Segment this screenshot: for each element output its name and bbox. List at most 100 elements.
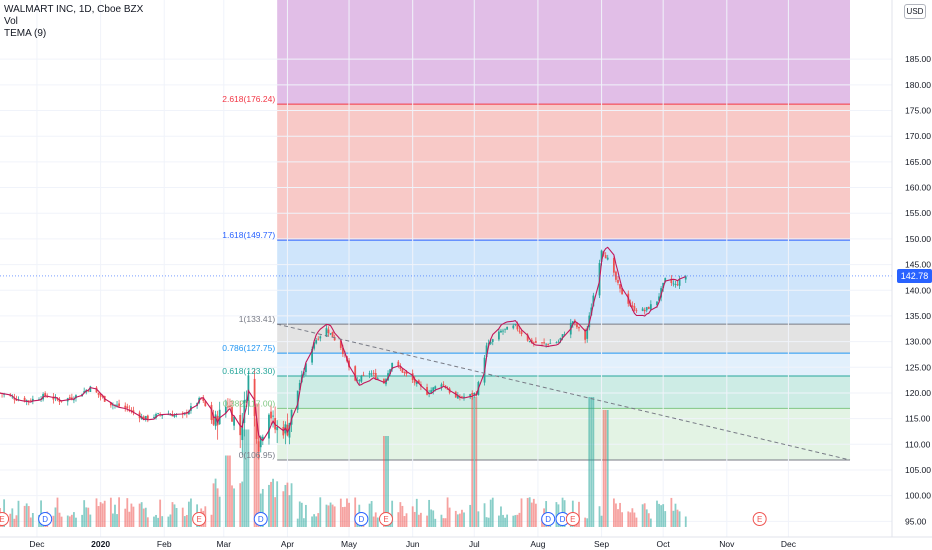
volume-bar — [471, 397, 474, 527]
candle-body — [561, 334, 564, 338]
candle-body — [218, 409, 221, 425]
earnings-marker[interactable]: E — [192, 512, 207, 526]
time-tick-label: Nov — [719, 539, 735, 549]
volume-bar — [463, 512, 465, 527]
volume-bar — [218, 496, 221, 527]
volume-bar — [116, 514, 118, 527]
volume-bar — [633, 512, 636, 527]
volume-bar — [305, 504, 307, 527]
dividend-marker[interactable]: D — [253, 512, 268, 526]
volume-bar — [459, 513, 461, 527]
candle-body — [471, 392, 474, 396]
volume-bar — [257, 403, 260, 527]
candle-body — [678, 279, 681, 286]
volume-label[interactable]: Vol — [4, 16, 18, 27]
candle-body — [528, 341, 531, 342]
candle-body — [584, 329, 587, 340]
volume-bar — [346, 498, 348, 527]
volume-bar — [617, 509, 619, 527]
price-tick-label: 110.00 — [905, 439, 931, 449]
event-marker-circle — [253, 512, 268, 526]
candle-body — [559, 338, 562, 341]
volume-bars — [0, 397, 687, 527]
currency-button[interactable]: USD — [904, 4, 926, 19]
volume-bar — [419, 512, 422, 527]
earnings-marker[interactable]: E — [378, 512, 393, 526]
dividend-marker[interactable]: D — [38, 512, 53, 526]
price-tick-label: 100.00 — [905, 491, 931, 501]
volume-bar — [354, 497, 357, 527]
candle-body — [498, 331, 500, 340]
volume-bar — [159, 499, 162, 527]
volume-bar — [253, 403, 256, 527]
candle-body — [672, 283, 675, 285]
candle-body — [526, 334, 529, 341]
fib-zone — [277, 353, 850, 377]
tema-label[interactable]: TEMA (9) — [4, 28, 47, 39]
chart-grid — [0, 0, 892, 548]
volume-bar — [469, 504, 472, 527]
volume-bar — [489, 499, 492, 527]
chart-legend: WALMART INC, 1D, Cboe BZX Vol TEMA (9) — [4, 4, 143, 40]
trend-line[interactable] — [277, 323, 851, 461]
event-marker-letter: D — [42, 515, 48, 524]
price-tick-label: 180.00 — [905, 80, 931, 90]
candle-body — [161, 414, 164, 416]
volume-bar — [212, 483, 215, 527]
candle-body — [612, 258, 615, 273]
volume-bar — [647, 513, 650, 527]
dividend-marker[interactable]: D — [541, 512, 556, 526]
fibonacci-retracement[interactable] — [277, 0, 850, 461]
dividend-marker[interactable]: D — [354, 512, 369, 526]
volume-bar — [329, 502, 332, 527]
volume-bar — [664, 511, 667, 527]
volume-bar — [290, 483, 293, 527]
symbol-title[interactable]: WALMART INC, 1D, Cboe BZX — [4, 4, 144, 15]
volume-bar — [130, 503, 133, 527]
time-axis[interactable]: Dec 2020 Feb Mar Apr May Jun Jul Aug Sep Oct Nov Dec — [0, 536, 932, 550]
candle-body — [255, 418, 258, 439]
candle-body — [247, 375, 250, 401]
volume-bar — [132, 506, 135, 527]
earnings-marker[interactable]: E — [0, 512, 10, 526]
candle-body — [146, 415, 149, 420]
candle-body — [341, 347, 344, 355]
volume-bar — [87, 507, 90, 527]
volume-bar — [124, 508, 127, 527]
event-marker-letter: D — [358, 515, 364, 524]
volume-bar — [372, 516, 375, 527]
candle-body — [376, 378, 379, 380]
candle-body — [27, 400, 30, 402]
earnings-marker[interactable]: E — [565, 512, 580, 526]
earnings-marker[interactable]: E — [752, 512, 767, 526]
candle-body — [473, 392, 476, 395]
volume-bar — [512, 515, 515, 527]
volume-bar — [475, 397, 478, 527]
volume-bar — [146, 517, 149, 527]
candle-body — [268, 414, 270, 439]
candle-body — [432, 387, 435, 392]
time-tick-label: Dec — [781, 539, 797, 549]
event-marker-letter: E — [196, 515, 201, 524]
time-tick-label: Oct — [657, 539, 671, 549]
candle-body — [631, 305, 634, 307]
volume-bar — [298, 501, 301, 527]
candle-body — [311, 348, 313, 363]
candle-body — [674, 284, 677, 285]
price-tick-label: 130.00 — [905, 337, 931, 347]
candle-body — [617, 280, 619, 283]
volume-bar — [600, 515, 603, 527]
candle-body — [417, 380, 420, 384]
fib-level-label: 0.618(123.30) — [222, 366, 275, 376]
volume-bar — [631, 508, 634, 527]
candle-body — [253, 378, 256, 417]
event-marker-circle — [354, 512, 369, 526]
fib-zone — [277, 408, 850, 460]
volume-bar — [649, 518, 652, 527]
candle-body — [73, 399, 75, 401]
candle-body — [202, 397, 205, 401]
fib-level-label: 2.618(176.24) — [222, 94, 275, 104]
candle-body — [360, 376, 363, 382]
